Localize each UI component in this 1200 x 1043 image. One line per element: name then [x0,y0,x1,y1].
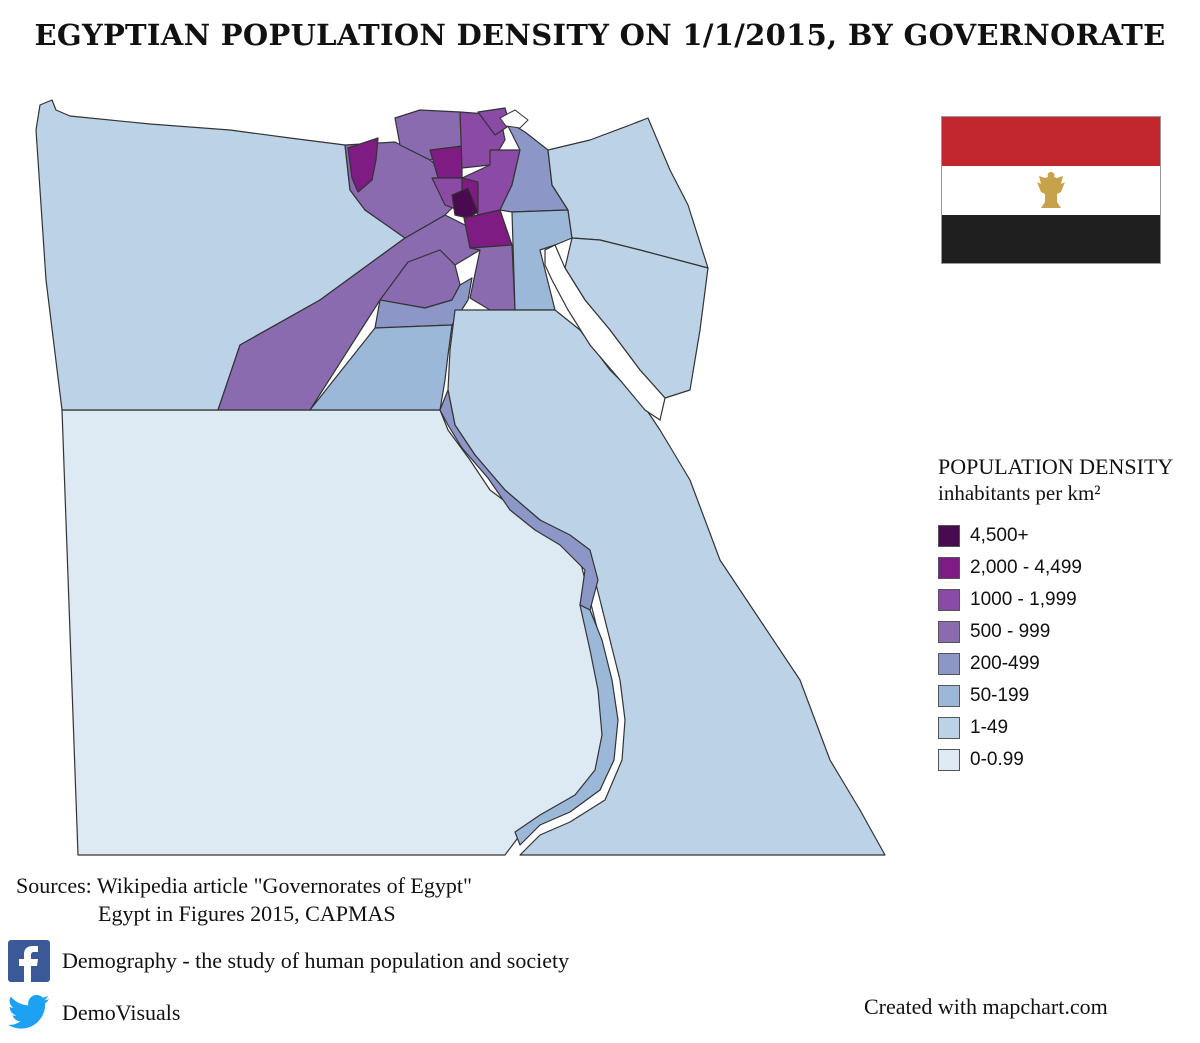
flag-red-band [942,117,1160,166]
flag-black-band [942,215,1160,263]
eagle-icon [1037,172,1065,208]
legend-items: 4,500+ 2,000 - 4,499 1000 - 1,999 500 - … [938,520,1173,776]
legend-swatch [938,525,960,547]
facebook-row[interactable]: Demography - the study of human populati… [8,940,569,982]
legend-item: 50-199 [938,680,1173,712]
legend-swatch [938,557,960,579]
legend: POPULATION DENSITY inhabitants per km² 4… [938,454,1173,776]
facebook-icon[interactable] [8,940,50,982]
legend-swatch [938,589,960,611]
facebook-page-name[interactable]: Demography - the study of human populati… [62,948,570,973]
legend-item: 1000 - 1,999 [938,584,1173,616]
legend-label: 1-49 [970,717,1009,738]
legend-swatch [938,749,960,771]
legend-item: 200-499 [938,648,1173,680]
legend-item: 500 - 999 [938,616,1173,648]
sources-line-1: Sources: Wikipedia article "Governorates… [16,873,472,898]
twitter-handle[interactable]: DemoVisuals [62,1000,181,1025]
twitter-icon[interactable] [8,995,50,1031]
credit-text: Created with mapchart.com [864,994,1108,1019]
region-alexandria[interactable] [347,137,379,193]
legend-item: 4,500+ [938,520,1173,552]
region-nile-south[interactable] [514,604,619,846]
egypt-flag-icon [941,116,1161,264]
legend-label: 0-0.99 [970,749,1024,770]
legend-item: 1-49 [938,712,1173,744]
legend-swatch [938,685,960,707]
legend-label: 50-199 [970,685,1030,706]
legend-label: 4,500+ [970,525,1029,546]
legend-swatch [938,717,960,739]
legend-label: 1000 - 1,999 [970,589,1077,610]
legend-subtitle: inhabitants per km² [938,481,1101,505]
map-title: EGYPTIAN POPULATION DENSITY ON 1/1/2015,… [34,18,1166,52]
legend-swatch [938,621,960,643]
sources-line-2: Egypt in Figures 2015, CAPMAS [98,901,396,926]
legend-label: 500 - 999 [970,621,1051,642]
legend-label: 2,000 - 4,499 [970,557,1082,578]
region-cairo-desert[interactable] [469,244,516,311]
region-cairo[interactable] [451,187,479,219]
lake-manzala [499,109,529,129]
twitter-row[interactable]: DemoVisuals [8,995,180,1031]
legend-item: 0-0.99 [938,744,1173,776]
legend-title: POPULATION DENSITY [938,454,1174,479]
sources: Sources: Wikipedia article "Governorates… [16,872,472,928]
legend-swatch [938,653,960,675]
legend-label: 200-499 [970,653,1040,674]
gulf-of-suez [544,244,666,421]
legend-item: 2,000 - 4,499 [938,552,1173,584]
